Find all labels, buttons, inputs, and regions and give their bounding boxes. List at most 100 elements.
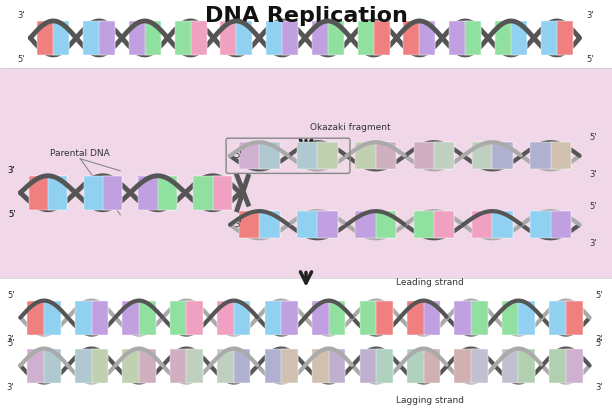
Bar	[403, 21, 436, 55]
Bar	[259, 142, 280, 169]
Bar	[465, 21, 481, 55]
Bar	[449, 21, 481, 55]
Bar	[282, 21, 298, 55]
Bar	[190, 21, 207, 55]
Bar	[550, 348, 583, 383]
Bar	[376, 211, 396, 238]
Bar	[234, 348, 250, 383]
Text: 3': 3'	[7, 383, 14, 392]
Text: 5': 5'	[7, 291, 14, 300]
Bar	[145, 21, 161, 55]
Text: 3': 3'	[8, 166, 15, 175]
Text: 3': 3'	[589, 170, 597, 179]
Bar	[138, 176, 177, 210]
Bar	[170, 348, 203, 383]
Bar	[122, 348, 155, 383]
Bar	[44, 301, 61, 335]
Bar	[318, 142, 338, 169]
Bar	[92, 301, 108, 335]
Bar	[551, 211, 571, 238]
Bar	[282, 348, 298, 383]
Bar	[328, 21, 344, 55]
Bar	[471, 348, 488, 383]
Bar	[282, 301, 298, 335]
Text: 5': 5'	[589, 202, 597, 211]
Bar	[557, 21, 573, 55]
Bar	[217, 348, 250, 383]
Bar	[139, 348, 155, 383]
Bar	[407, 301, 440, 335]
Text: 5': 5'	[18, 55, 25, 64]
Bar	[212, 176, 232, 210]
Bar	[530, 211, 571, 238]
Bar	[29, 176, 67, 210]
Bar	[541, 21, 573, 55]
Text: 3': 3'	[8, 166, 15, 175]
Bar	[329, 348, 345, 383]
Bar	[297, 142, 338, 169]
Bar	[376, 348, 393, 383]
Bar	[502, 348, 535, 383]
Text: Okazaki fragment: Okazaki fragment	[310, 123, 390, 132]
Bar	[187, 301, 203, 335]
Bar	[495, 21, 527, 55]
Bar	[129, 21, 161, 55]
Bar	[492, 142, 513, 169]
Bar	[37, 21, 69, 55]
Text: 3': 3'	[234, 220, 242, 229]
Bar	[434, 211, 454, 238]
Text: Lagging strand: Lagging strand	[396, 397, 464, 406]
Bar	[103, 176, 122, 210]
Bar	[84, 176, 122, 210]
Bar	[434, 142, 454, 169]
Bar	[239, 211, 280, 238]
Text: 5': 5'	[595, 339, 603, 348]
Bar	[28, 301, 61, 335]
Bar	[44, 348, 61, 383]
Bar	[53, 21, 69, 55]
Bar	[234, 301, 250, 335]
Bar	[419, 21, 436, 55]
Bar	[236, 21, 252, 55]
Text: 5': 5'	[595, 291, 603, 300]
Bar	[170, 301, 203, 335]
Text: Leading strand: Leading strand	[396, 277, 464, 287]
Bar	[318, 211, 338, 238]
Bar	[187, 348, 203, 383]
Text: 3': 3'	[589, 239, 597, 248]
Bar	[472, 211, 513, 238]
Bar	[511, 21, 527, 55]
Bar	[217, 301, 250, 335]
Bar	[472, 142, 513, 169]
Bar	[566, 348, 583, 383]
Bar	[551, 142, 571, 169]
Bar	[360, 301, 393, 335]
Text: 3': 3'	[7, 335, 14, 344]
Text: 3': 3'	[587, 11, 594, 20]
Bar	[139, 301, 155, 335]
Bar	[1, 68, 611, 277]
Bar	[220, 21, 252, 55]
Bar	[424, 301, 440, 335]
Bar	[357, 21, 390, 55]
Bar	[455, 301, 488, 335]
Bar	[492, 211, 513, 238]
Text: DNA Replication: DNA Replication	[204, 6, 408, 26]
Bar	[193, 176, 232, 210]
Bar	[83, 21, 115, 55]
Bar	[407, 348, 440, 383]
Bar	[312, 348, 345, 383]
Bar	[266, 21, 298, 55]
Text: 3': 3'	[595, 383, 603, 392]
Bar	[414, 211, 454, 238]
Bar	[502, 301, 535, 335]
Text: 5': 5'	[587, 55, 594, 64]
Text: 5': 5'	[589, 133, 597, 142]
Bar	[424, 348, 440, 383]
Bar	[356, 142, 396, 169]
Bar	[356, 211, 396, 238]
Bar	[239, 142, 280, 169]
Bar	[329, 301, 345, 335]
Bar	[530, 142, 571, 169]
Text: 3': 3'	[18, 11, 25, 20]
